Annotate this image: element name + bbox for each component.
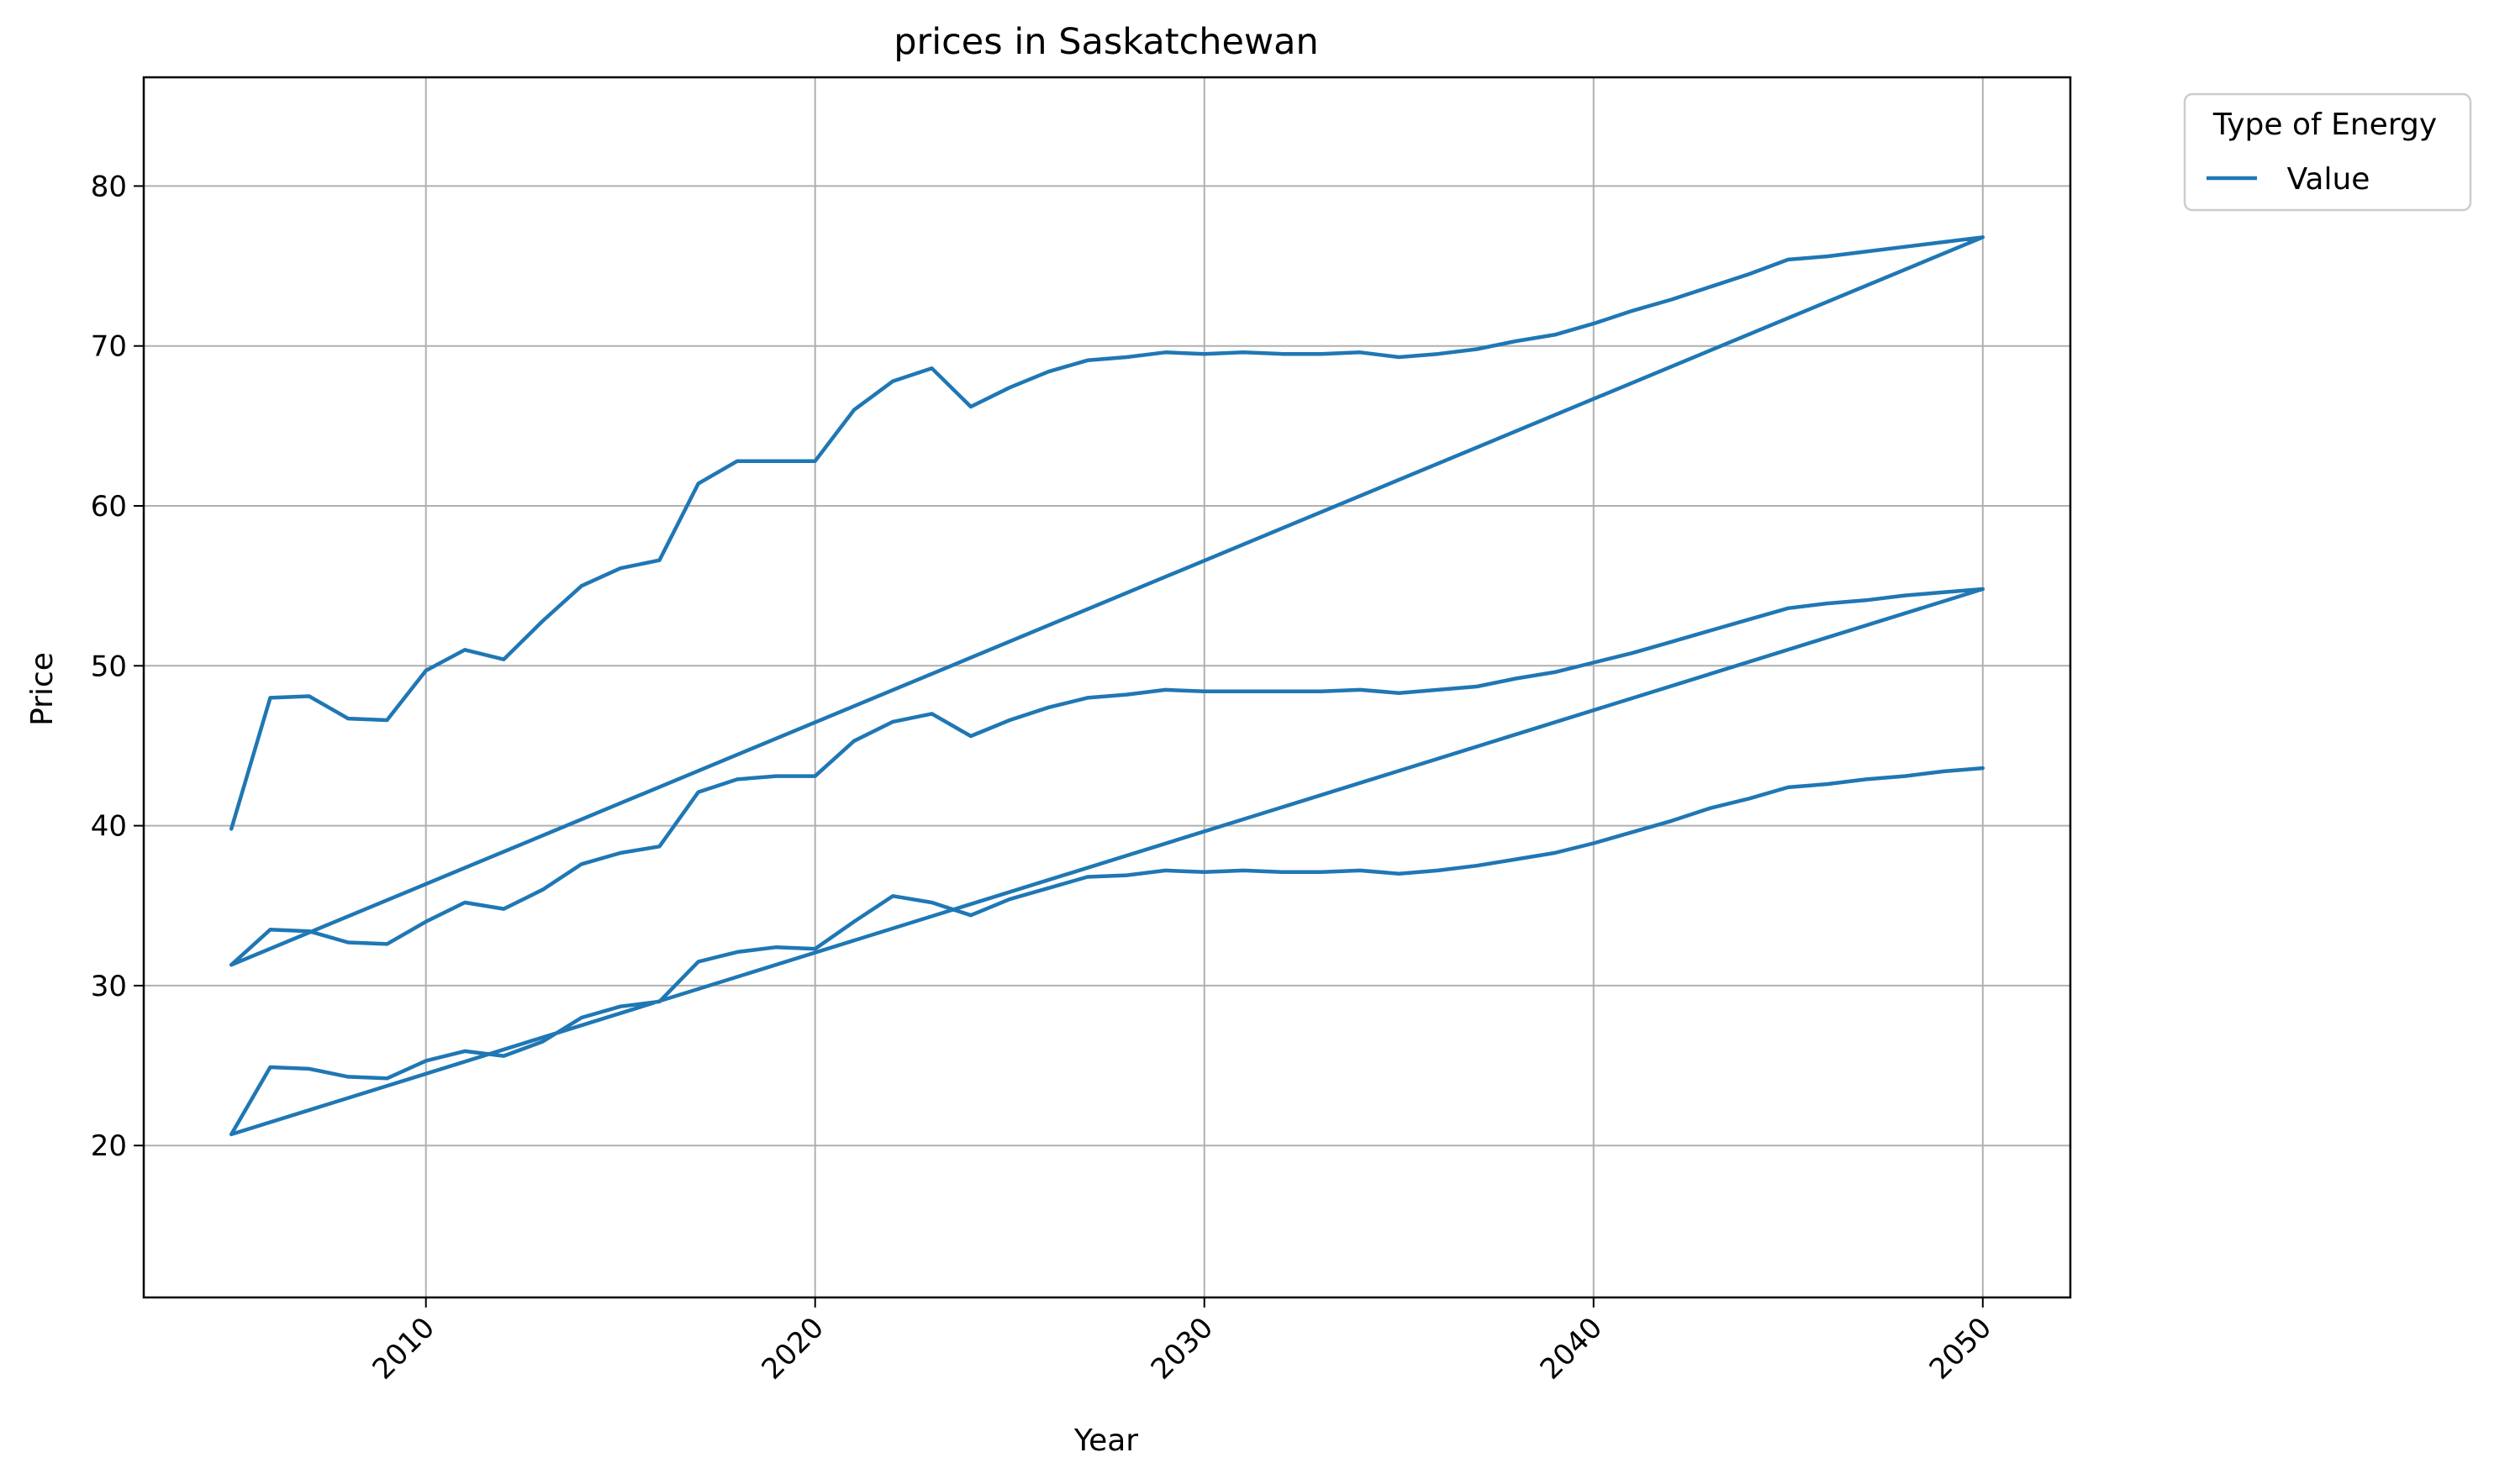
- series-layer: [229, 235, 1985, 1137]
- legend-title: Type of Energy: [2212, 108, 2437, 142]
- y-tick-label: 70: [91, 330, 127, 364]
- y-tick-label: 80: [91, 170, 127, 203]
- plot-frame: [142, 76, 2072, 1299]
- x-axis-title: Year: [1073, 1423, 1138, 1458]
- plot-background: [144, 77, 2070, 1297]
- plot-area: [142, 76, 2072, 1299]
- y-tick-label: 60: [91, 490, 127, 524]
- chart-title: prices in Saskatchewan: [894, 21, 1318, 63]
- y-tick-label: 30: [91, 970, 127, 1003]
- y-axis-ticks: 20 30 40 50 60 70 80: [91, 170, 144, 1163]
- legend: Type of Energy Value: [2183, 92, 2472, 212]
- y-tick-label: 20: [91, 1129, 127, 1163]
- y-tick-label: 40: [91, 810, 127, 844]
- grid-lines: [144, 77, 2070, 1297]
- legend-label-value: Value: [2287, 162, 2370, 197]
- y-tick-label: 50: [91, 650, 127, 683]
- legend-box: [2183, 92, 2472, 212]
- y-axis-title: Price: [25, 652, 60, 726]
- series-line-value: [229, 235, 1985, 1137]
